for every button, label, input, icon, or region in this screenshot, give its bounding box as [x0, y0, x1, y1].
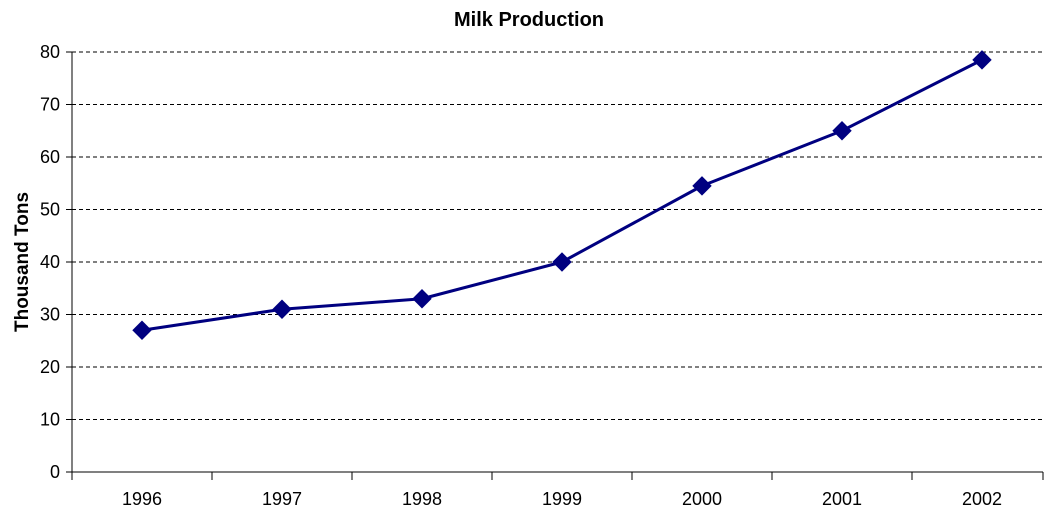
axes: 0 10 20 30 40 50 60 70 80 1996 1997 1998 1999 2000 200…	[40, 42, 1044, 509]
data-point-1998	[412, 289, 432, 309]
y-tick-label-60: 60	[40, 147, 60, 167]
x-tick-label-1999: 1999	[542, 489, 582, 509]
chart-title: Milk Production	[454, 9, 604, 31]
data-point-1999	[552, 252, 572, 272]
data-point-1996	[132, 320, 152, 340]
x-tick-label-2002: 2002	[962, 489, 1002, 509]
y-tick-label-0: 0	[50, 462, 60, 482]
data-point-1997	[272, 299, 292, 319]
data-point-2002	[972, 50, 992, 70]
data-point-2000	[692, 176, 712, 196]
gridlines	[72, 51, 1043, 420]
y-tick-label-20: 20	[40, 357, 60, 377]
y-axis-label: Thousand Tons	[12, 192, 33, 332]
y-tick-label-30: 30	[40, 305, 60, 325]
x-tick-label-1996: 1996	[122, 489, 162, 509]
data-point-2001	[832, 121, 852, 141]
y-tick-label-50: 50	[40, 200, 60, 220]
x-tick-label-2000: 2000	[682, 489, 722, 509]
y-tick-label-80: 80	[40, 42, 60, 62]
y-tick-label-10: 10	[40, 410, 60, 430]
x-tick-label-1998: 1998	[402, 489, 442, 509]
x-tick-label-1997: 1997	[262, 489, 302, 509]
y-tick-label-40: 40	[40, 252, 60, 272]
y-tick-label-70: 70	[40, 95, 60, 115]
series-line-0	[141, 58, 983, 332]
x-tick-label-2001: 2001	[822, 489, 862, 509]
series	[132, 50, 992, 340]
